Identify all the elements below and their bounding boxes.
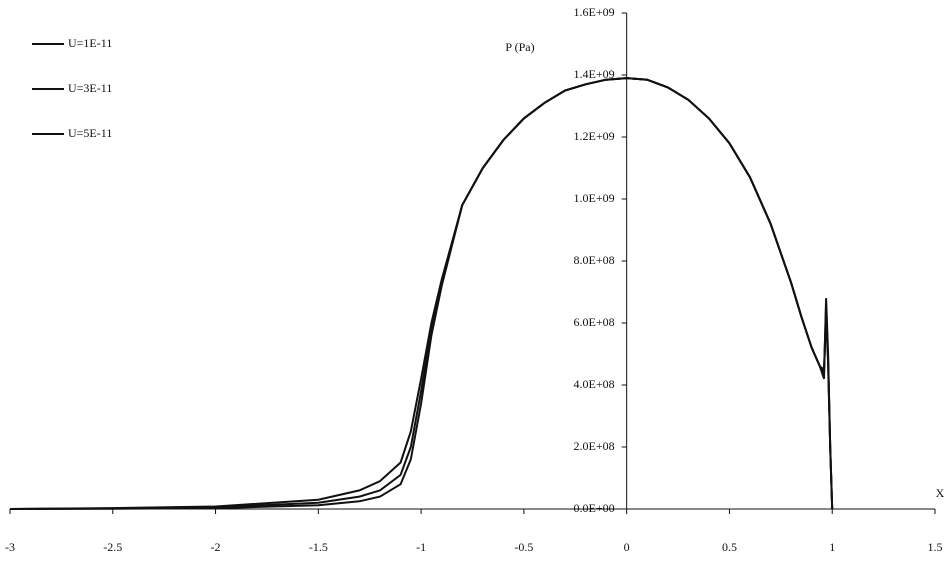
y-tick-label: 1.0E+09 [574,191,615,205]
x-tick-label: 1.5 [928,540,943,554]
legend-label: U=3E-11 [68,81,112,95]
data-line [9,77,834,510]
y-tick-label: 2.0E+08 [574,439,615,453]
y-axis-label: P (Pa) [505,40,534,54]
x-tick-label: 0 [624,540,630,554]
x-tick-label: -1 [416,540,426,554]
x-tick-label: -2.5 [103,540,122,554]
legend-label: U=1E-11 [68,36,112,50]
x-tick-label: 0.5 [722,540,737,554]
y-tick-label: 0.0E+00 [574,501,615,515]
y-tick-label: 1.6E+09 [574,5,615,19]
y-tick-label: 8.0E+08 [574,253,615,267]
y-tick-label: 1.4E+09 [574,67,615,81]
data-line [9,77,834,510]
x-axis-label: X [936,486,945,500]
y-tick-label: 1.2E+09 [574,129,615,143]
y-tick-label: 6.0E+08 [574,315,615,329]
x-tick-label: -3 [5,540,15,554]
x-tick-label: -2 [211,540,221,554]
data-line [9,77,834,510]
legend-label: U=5E-11 [68,126,112,140]
x-tick-label: 1 [829,540,835,554]
x-tick-label: -1.5 [309,540,328,554]
x-tick-label: -0.5 [514,540,533,554]
y-tick-label: 4.0E+08 [574,377,615,391]
